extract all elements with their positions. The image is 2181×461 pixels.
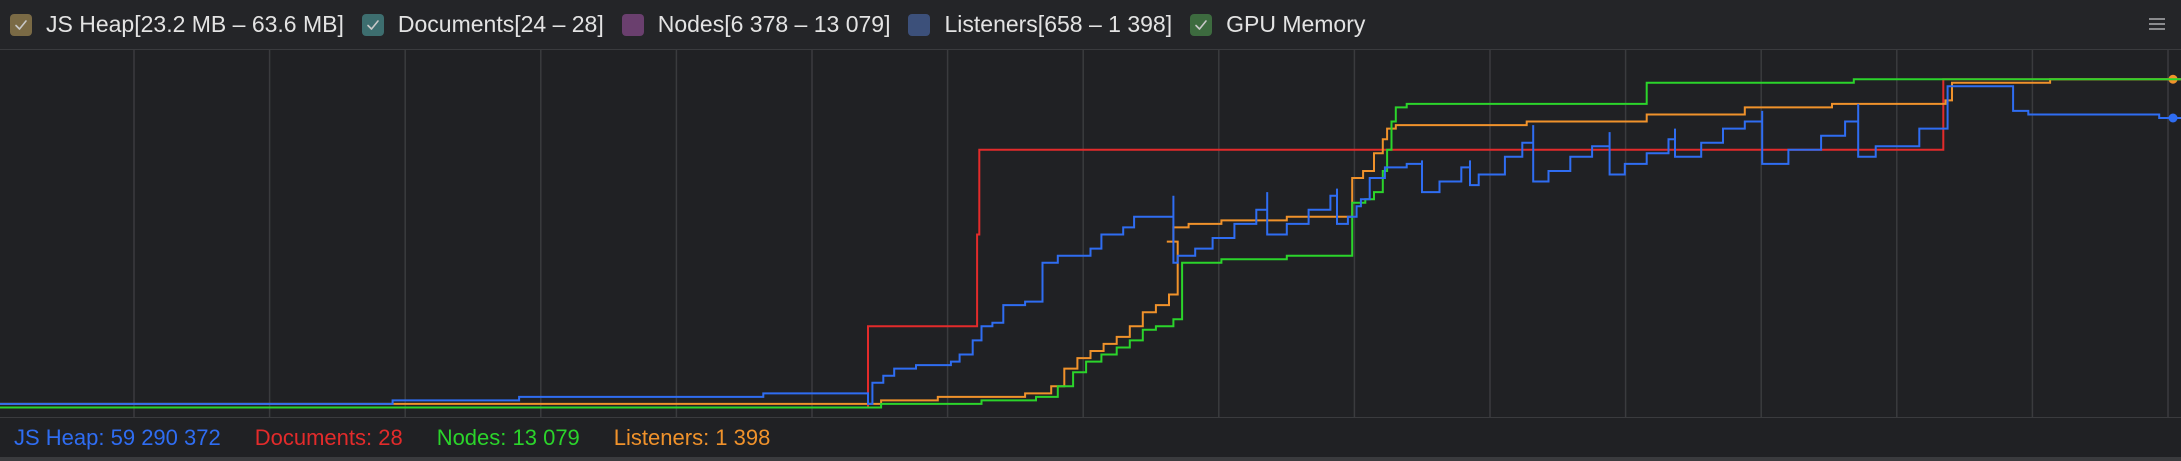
checkbox-icon[interactable]: [621, 13, 644, 36]
bottom-strip: [0, 457, 2181, 461]
hamburger-menu-icon[interactable]: [2147, 14, 2167, 34]
checkbox-icon[interactable]: [10, 13, 32, 36]
legend-item-documents[interactable]: Documents[24 – 28]: [361, 11, 604, 38]
legend-label: JS Heap[23.2 MB – 63.6 MB]: [46, 11, 344, 37]
chart-area: [0, 50, 2181, 417]
series-line-nodes: [0, 78, 2181, 409]
legend-item-gpu-memory[interactable]: GPU Memory: [1190, 11, 1365, 38]
counter-listeners: Listeners: 1 398: [613, 424, 771, 450]
legend-label: Documents[24 – 28]: [397, 11, 604, 37]
legend-bar: JS Heap[23.2 MB – 63.6 MB] Documents[24 …: [0, 0, 2181, 50]
checkbox-icon[interactable]: [908, 13, 931, 36]
series-line-documents: [0, 78, 2181, 409]
legend-item-js-heap[interactable]: JS Heap[23.2 MB – 63.6 MB]: [10, 11, 344, 38]
counter-bar: JS Heap: 59 290 372 Documents: 28 Nodes:…: [0, 417, 2181, 457]
series-line-js-heap: [0, 85, 2181, 405]
series-endpoint-js-heap: [2168, 113, 2178, 123]
legend-item-nodes[interactable]: Nodes[6 378 – 13 079]: [621, 11, 891, 38]
series-line-listeners: [0, 78, 2181, 405]
legend-label: GPU Memory: [1226, 11, 1366, 37]
legend-label: Listeners[658 – 1 398]: [944, 11, 1173, 37]
counter-documents: Documents: 28: [254, 424, 403, 450]
legend-label: Nodes[6 378 – 13 079]: [657, 11, 891, 37]
counter-js-heap: JS Heap: 59 290 372: [14, 424, 221, 450]
checkbox-icon[interactable]: [361, 13, 384, 36]
checkbox-icon[interactable]: [1190, 13, 1213, 36]
legend-item-listeners[interactable]: Listeners[658 – 1 398]: [908, 11, 1172, 38]
performance-chart: [0, 50, 2181, 417]
counter-nodes: Nodes: 13 079: [436, 424, 580, 450]
